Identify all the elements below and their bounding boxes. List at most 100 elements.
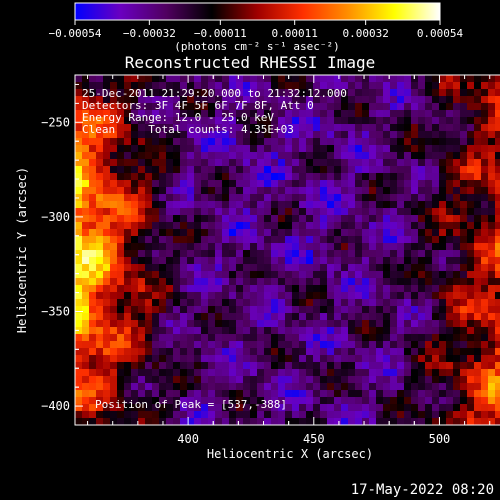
heatmap-cell <box>369 96 376 103</box>
heatmap-cell <box>446 348 453 355</box>
heatmap-cell <box>348 96 355 103</box>
heatmap-cell <box>488 201 495 208</box>
heatmap-cell <box>131 320 138 327</box>
heatmap-cell <box>222 390 229 397</box>
heatmap-cell <box>411 82 418 89</box>
heatmap-cell <box>320 341 327 348</box>
heatmap-cell <box>285 145 292 152</box>
heatmap-cell <box>460 131 467 138</box>
heatmap-cell <box>173 397 180 404</box>
heatmap-cell <box>376 96 383 103</box>
heatmap-cell <box>467 299 474 306</box>
heatmap-cell <box>138 264 145 271</box>
heatmap-cell <box>173 187 180 194</box>
heatmap-cell <box>250 236 257 243</box>
heatmap-cell <box>194 418 201 425</box>
heatmap-cell <box>82 306 89 313</box>
heatmap-cell <box>159 138 166 145</box>
heatmap-cell <box>390 397 397 404</box>
heatmap-cell <box>327 187 334 194</box>
heatmap-cell <box>418 145 425 152</box>
heatmap-cell <box>96 89 103 96</box>
heatmap-cell <box>306 390 313 397</box>
heatmap-cell <box>327 341 334 348</box>
heatmap-cell <box>271 285 278 292</box>
heatmap-cell <box>474 362 481 369</box>
heatmap-cell <box>264 236 271 243</box>
heatmap-cell <box>173 327 180 334</box>
heatmap-cell <box>488 264 495 271</box>
heatmap-cell <box>82 145 89 152</box>
heatmap-cell <box>383 404 390 411</box>
heatmap-cell <box>166 390 173 397</box>
axis-ticks: 400 450 500−250−300−350−400 <box>41 75 491 446</box>
heatmap-cell <box>187 208 194 215</box>
heatmap-cell <box>439 327 446 334</box>
heatmap-cell <box>432 397 439 404</box>
heatmap-cell <box>348 159 355 166</box>
heatmap-cell <box>173 243 180 250</box>
heatmap-cell <box>453 257 460 264</box>
heatmap-cell <box>145 236 152 243</box>
heatmap-cell <box>383 201 390 208</box>
heatmap-cell <box>103 250 110 257</box>
heatmap-cell <box>236 208 243 215</box>
heatmap-cell <box>362 411 369 418</box>
heatmap-cell <box>397 75 404 82</box>
heatmap-cell <box>194 152 201 159</box>
heatmap-cell <box>166 75 173 82</box>
heatmap-cell <box>299 208 306 215</box>
heatmap-cell <box>243 285 250 292</box>
heatmap-cell <box>257 131 264 138</box>
heatmap-cell <box>432 173 439 180</box>
heatmap-cell <box>467 96 474 103</box>
heatmap-cell <box>159 348 166 355</box>
heatmap-cell <box>271 292 278 299</box>
heatmap-cell <box>348 75 355 82</box>
heatmap-cell <box>285 292 292 299</box>
heatmap-cell <box>278 145 285 152</box>
heatmap-cell <box>145 138 152 145</box>
heatmap-cell <box>397 313 404 320</box>
heatmap-cell <box>250 243 257 250</box>
heatmap-cell <box>271 208 278 215</box>
heatmap-cell <box>495 327 500 334</box>
heatmap-cell <box>460 145 467 152</box>
heatmap-cell <box>222 124 229 131</box>
heatmap-cell <box>222 110 229 117</box>
heatmap-cell <box>327 404 334 411</box>
heatmap-cell <box>264 229 271 236</box>
heatmap-cell <box>110 124 117 131</box>
heatmap-cell <box>467 278 474 285</box>
heatmap-cell <box>215 278 222 285</box>
heatmap-cell <box>460 306 467 313</box>
heatmap-cell <box>369 411 376 418</box>
heatmap-cell <box>257 194 264 201</box>
heatmap-cell <box>369 278 376 285</box>
heatmap-cell <box>271 355 278 362</box>
heatmap-cell <box>369 194 376 201</box>
heatmap-cell <box>474 348 481 355</box>
heatmap-cell <box>75 187 82 194</box>
heatmap-cell <box>341 341 348 348</box>
colorbar-tick-label: −0.00011 <box>194 27 247 40</box>
heatmap-cell <box>404 376 411 383</box>
heatmap-cell <box>250 313 257 320</box>
heatmap-cell <box>390 173 397 180</box>
heatmap-cell <box>117 355 124 362</box>
heatmap-cell <box>474 411 481 418</box>
heatmap-cell <box>376 145 383 152</box>
heatmap-cell <box>75 180 82 187</box>
heatmap-cell <box>138 180 145 187</box>
heatmap-cell <box>250 355 257 362</box>
heatmap-cell <box>194 320 201 327</box>
heatmap-cell <box>145 264 152 271</box>
heatmap-cell <box>278 411 285 418</box>
heatmap-cell <box>397 187 404 194</box>
heatmap-cell <box>460 418 467 425</box>
heatmap-cell <box>222 327 229 334</box>
heatmap-cell <box>306 117 313 124</box>
heatmap-cell <box>103 236 110 243</box>
heatmap-cell <box>166 82 173 89</box>
heatmap-cell <box>173 173 180 180</box>
